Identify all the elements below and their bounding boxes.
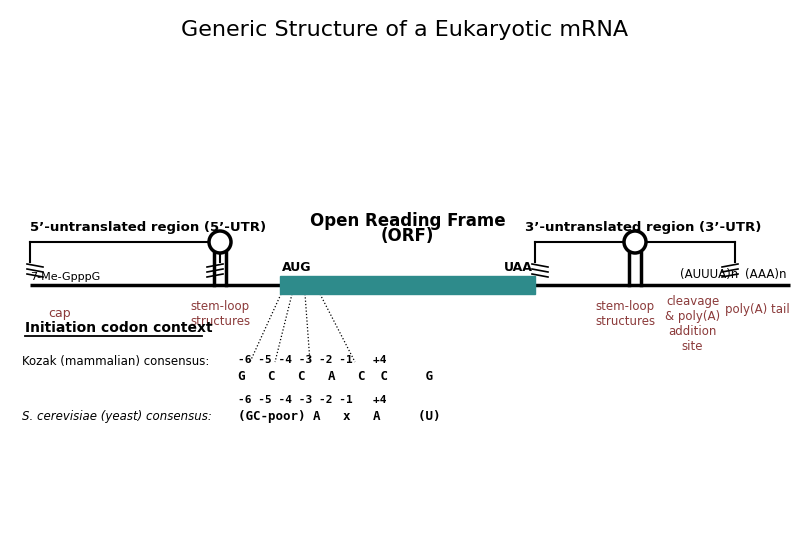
Bar	[280, 276, 535, 294]
Text: (GC-poor) A   x   A     (U): (GC-poor) A x A (U)	[238, 410, 441, 423]
Text: -6 -5 -4 -3 -2 -1   +4: -6 -5 -4 -3 -2 -1 +4	[238, 395, 386, 405]
Text: stem-loop
structures: stem-loop structures	[190, 300, 250, 328]
Text: stem-loop
structures: stem-loop structures	[595, 300, 655, 328]
Text: 7-Me-GpppG: 7-Me-GpppG	[30, 272, 100, 282]
Text: -6 -5 -4 -3 -2 -1   +4: -6 -5 -4 -3 -2 -1 +4	[238, 355, 386, 365]
Text: Kozak (mammalian) consensus:: Kozak (mammalian) consensus:	[22, 355, 209, 368]
Text: S. cerevisiae (yeast) consensus:: S. cerevisiae (yeast) consensus:	[22, 410, 212, 423]
Text: 5’-untranslated region (5’-UTR): 5’-untranslated region (5’-UTR)	[30, 221, 266, 234]
Text: Open Reading Frame: Open Reading Frame	[309, 212, 505, 230]
Text: (AAA)n: (AAA)n	[745, 268, 787, 281]
Text: AUG: AUG	[282, 261, 312, 274]
Circle shape	[624, 231, 646, 253]
Text: (ORF): (ORF)	[381, 227, 434, 245]
Text: (AUUUA)n: (AUUUA)n	[680, 268, 738, 281]
Text: poly(A) tail: poly(A) tail	[725, 303, 790, 316]
Text: 3’-untranslated region (3’-UTR): 3’-untranslated region (3’-UTR)	[525, 221, 761, 234]
Text: Initiation codon context: Initiation codon context	[25, 321, 212, 335]
Text: Generic Structure of a Eukaryotic mRNA: Generic Structure of a Eukaryotic mRNA	[181, 20, 629, 40]
Text: UAA: UAA	[504, 261, 533, 274]
Text: cleavage
& poly(A)
addition
site: cleavage & poly(A) addition site	[665, 295, 720, 353]
Text: G   C   C   A   C  C     G: G C C A C C G	[238, 370, 433, 383]
Circle shape	[209, 231, 231, 253]
Text: cap: cap	[48, 307, 70, 320]
